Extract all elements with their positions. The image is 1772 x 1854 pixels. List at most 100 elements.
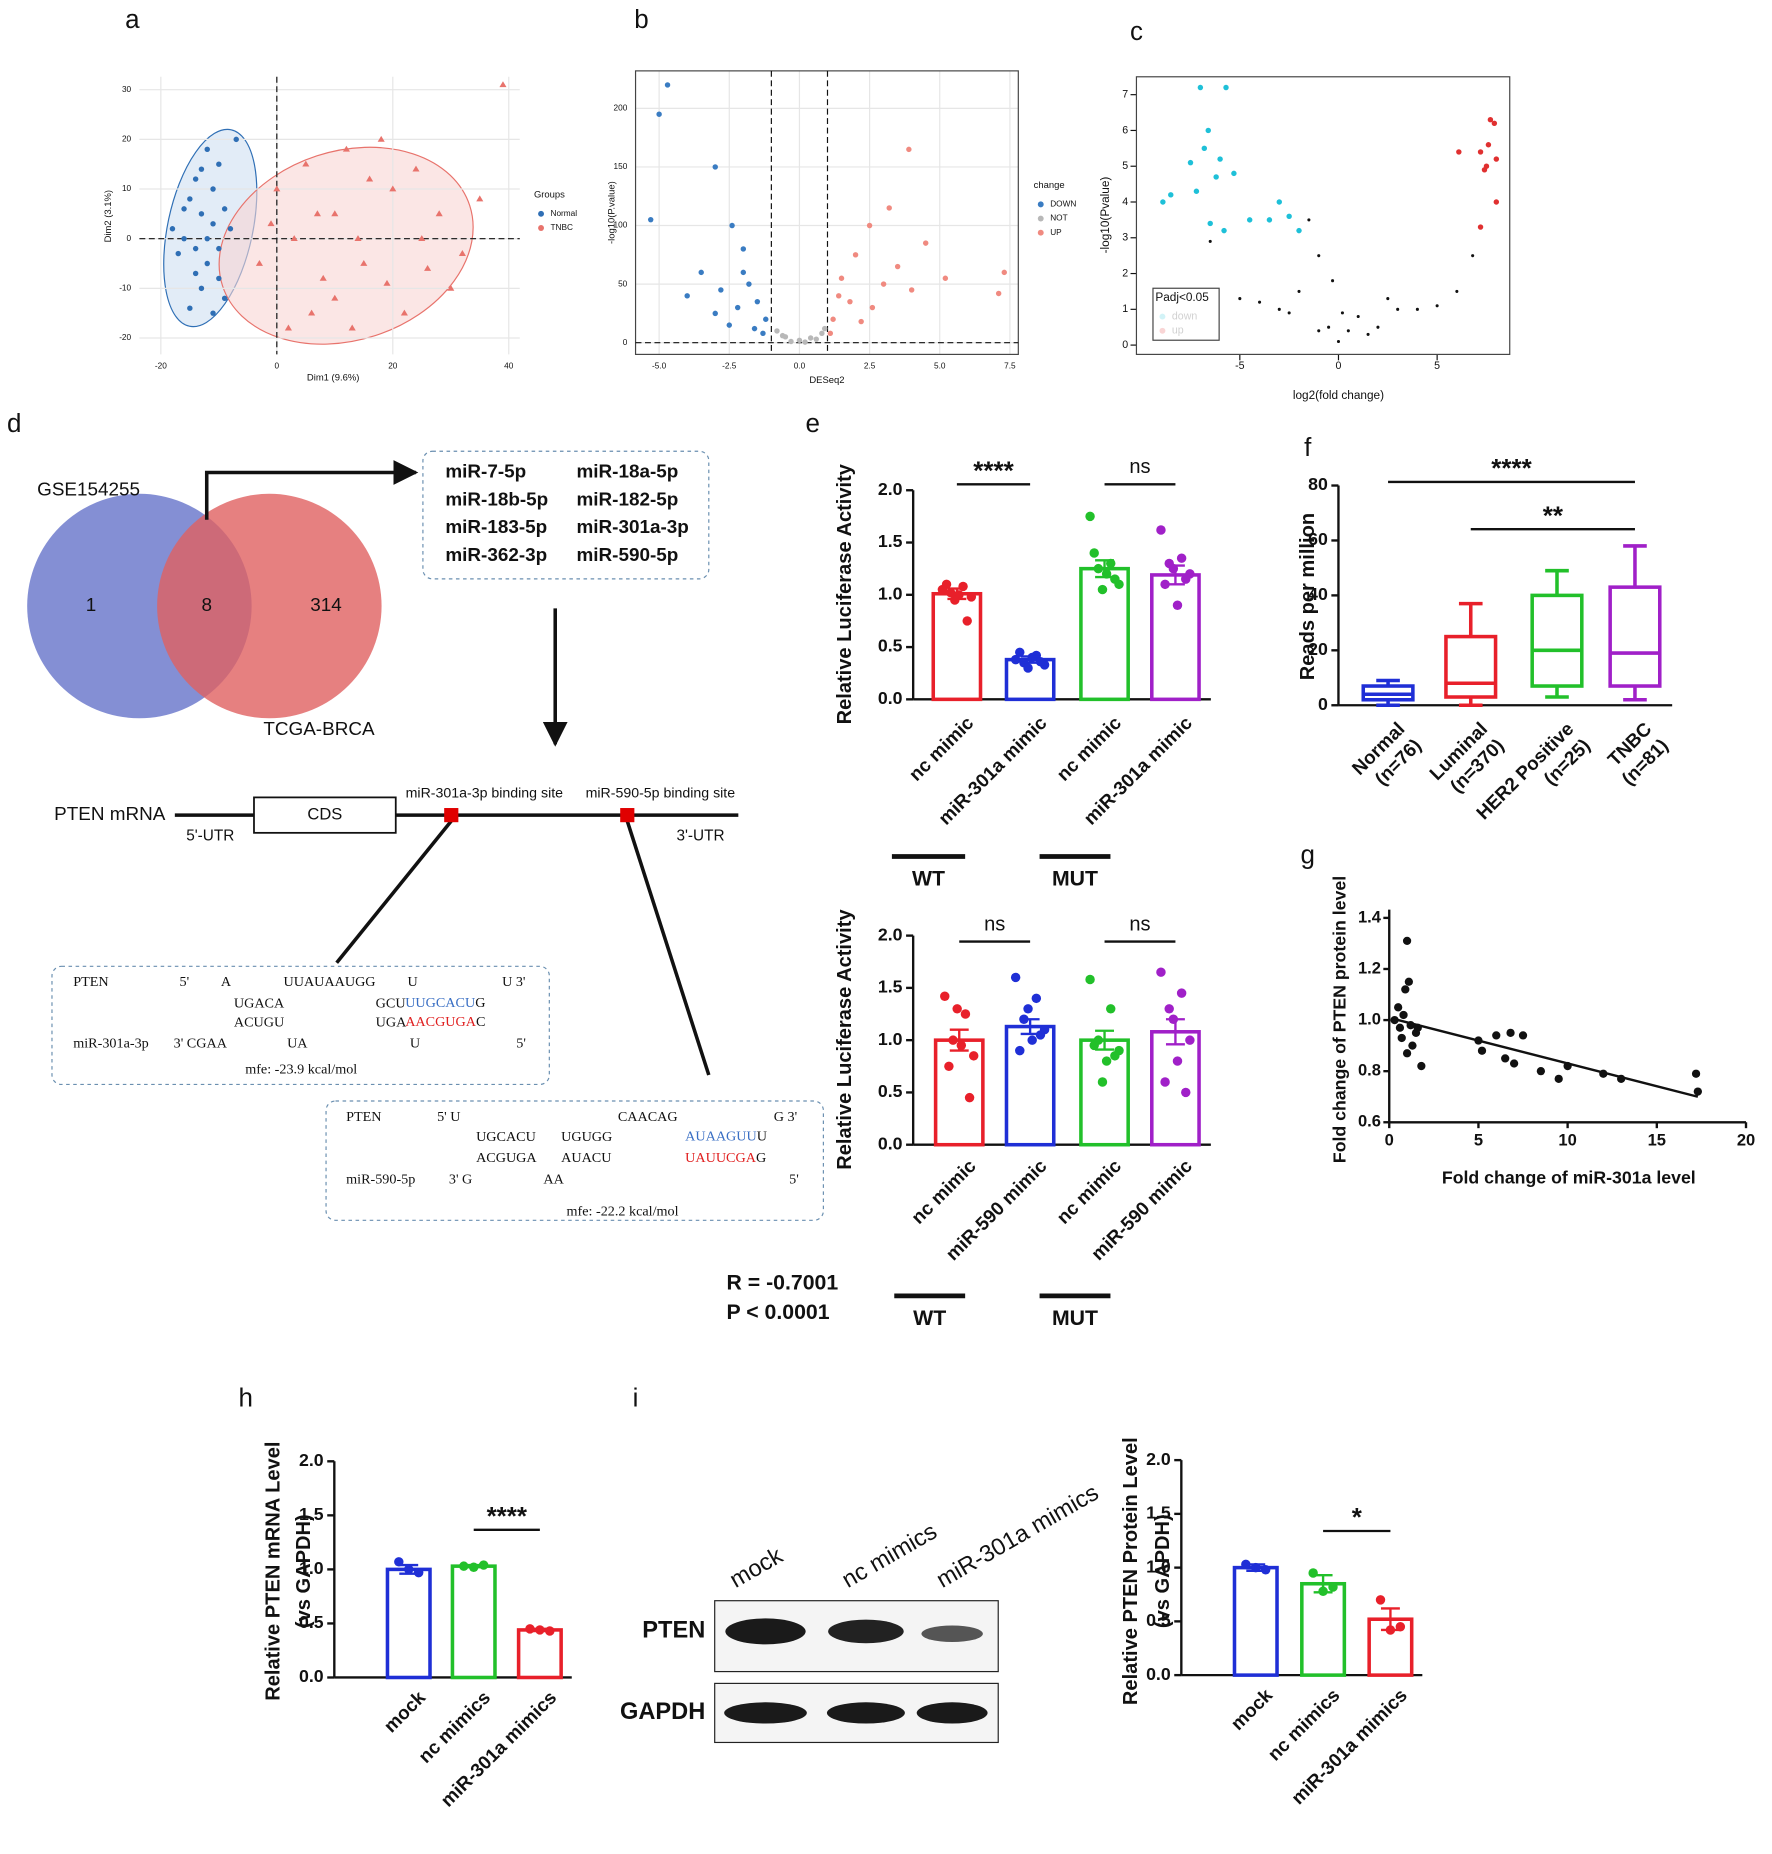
point (233, 136, 239, 143)
point (204, 260, 210, 267)
point (684, 293, 690, 299)
point (1260, 1565, 1271, 1575)
point (1110, 1051, 1120, 1061)
point (656, 111, 662, 117)
y-tick-label: 0.5 (1146, 1610, 1171, 1630)
error-bar (1380, 1607, 1400, 1632)
point (1277, 307, 1281, 311)
point (331, 210, 339, 217)
point (1493, 199, 1500, 205)
point (944, 1061, 954, 1072)
sequence: ACUGU (234, 1014, 284, 1030)
y-axis-label: Dim2 (3.1%) (103, 190, 114, 242)
point (906, 146, 912, 153)
point (796, 337, 803, 344)
y-axis-label: (vs GAPDH) (293, 1514, 315, 1628)
point (740, 269, 747, 276)
point (210, 310, 216, 316)
point (962, 616, 972, 626)
mrna-label: PTEN mRNA (54, 804, 166, 825)
utr-label: 3'-UTR (676, 827, 724, 844)
point (1477, 1046, 1487, 1055)
point (1491, 120, 1498, 127)
point (1693, 1087, 1702, 1096)
point (1331, 279, 1335, 283)
sequence-part: G (756, 1150, 766, 1166)
band (826, 1702, 905, 1724)
point (1266, 217, 1273, 223)
band (916, 1702, 988, 1724)
y-tick-label: 30 (122, 85, 132, 94)
point (1176, 553, 1187, 563)
panel-label: b (634, 4, 648, 34)
point (308, 309, 316, 316)
point (1286, 213, 1292, 220)
point (940, 991, 950, 1001)
point (1181, 1087, 1191, 1098)
legend-marker (538, 210, 545, 217)
point (1197, 84, 1204, 91)
y-tick-label: -20 (119, 333, 131, 342)
y-axis-label: -log10(P.value) (606, 181, 617, 244)
lane-label: nc mimics (838, 1519, 942, 1594)
venn-count: 1 (86, 595, 97, 616)
point (302, 160, 310, 167)
point (1164, 1004, 1174, 1014)
bar (516, 1628, 563, 1680)
point (1287, 311, 1291, 315)
point (740, 246, 747, 252)
x-axis-label: Fold change of miR-301a level (1442, 1168, 1696, 1188)
y-tick-label: 50 (618, 279, 628, 288)
point (1554, 1074, 1563, 1083)
x-axis-label: DESeq2 (809, 375, 844, 386)
y-tick-label: 6 (1122, 124, 1128, 136)
point (958, 581, 968, 592)
sequence: UA (287, 1036, 308, 1052)
point (1172, 600, 1183, 610)
venn-count: 314 (310, 595, 342, 616)
point (734, 304, 741, 311)
bar (1150, 573, 1201, 702)
point (435, 210, 443, 217)
x-tick-label: -2.5 (722, 361, 737, 370)
point (698, 269, 704, 276)
error-bar (949, 1028, 969, 1052)
group-label: MUT (1052, 867, 1098, 891)
whisker (1545, 568, 1569, 596)
box (1444, 634, 1498, 699)
point (1536, 1067, 1546, 1076)
point (827, 330, 834, 337)
point (1492, 1031, 1501, 1040)
panel-label: c (1130, 16, 1143, 46)
significance-label: ** (1543, 500, 1564, 530)
point (1156, 525, 1166, 535)
legend-label: UP (1050, 228, 1062, 237)
point (886, 205, 892, 211)
point (726, 322, 732, 328)
point (1187, 159, 1194, 166)
point (712, 310, 718, 317)
sequence: UUAUAAUGG (284, 974, 376, 990)
sequence-part: AACGUGA (405, 1014, 477, 1030)
y-tick-label: 3 (1122, 232, 1128, 244)
point (1509, 1059, 1519, 1068)
point (221, 295, 228, 301)
point (760, 330, 766, 337)
error-bar (464, 1563, 484, 1569)
point (499, 81, 507, 88)
band (828, 1619, 904, 1644)
mirna-box (422, 450, 710, 580)
y-tick-label: 20 (1308, 639, 1328, 659)
point (1307, 218, 1311, 222)
point (1160, 579, 1170, 590)
y-tick-label: 1.2 (1358, 958, 1381, 977)
y-tick-label: 1.5 (1146, 1503, 1171, 1523)
mirna: miR-182-5p (576, 489, 678, 510)
error-bar (1246, 1563, 1266, 1573)
x-axis-label: Dim1 (9.6%) (307, 373, 359, 384)
point (169, 226, 176, 232)
point (941, 579, 952, 590)
y-tick-label: 20 (122, 135, 132, 144)
box (1530, 593, 1584, 688)
point (1221, 227, 1227, 234)
